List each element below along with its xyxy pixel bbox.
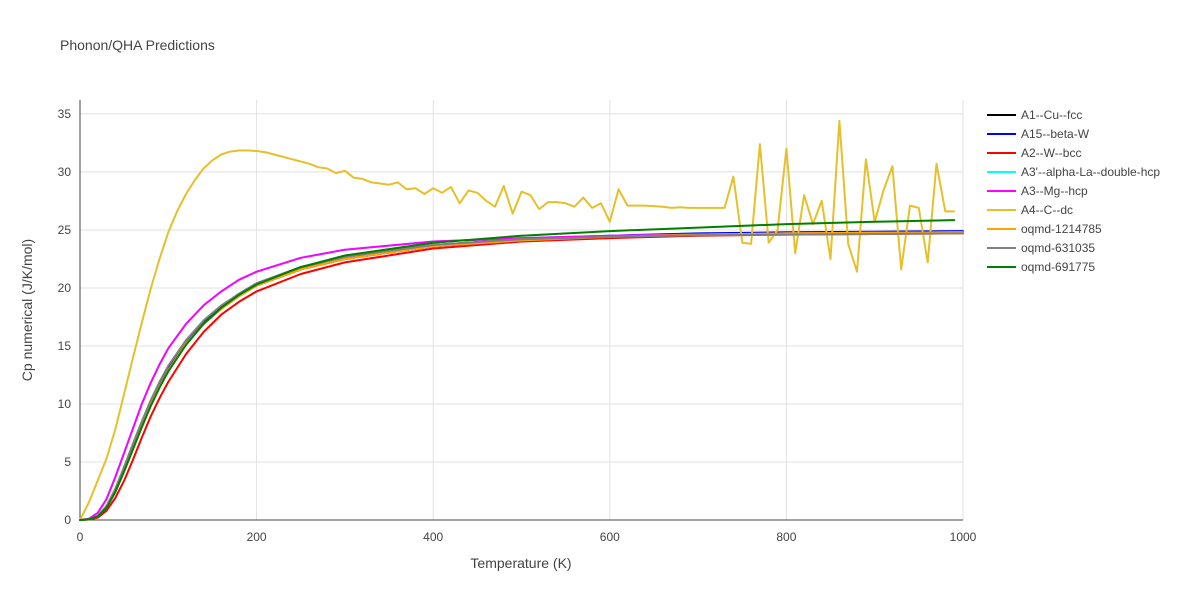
x-tick-label: 800 (776, 530, 796, 544)
y-tick-label: 35 (58, 107, 72, 121)
series-line-8 (79, 219, 956, 521)
y-tick-label: 0 (64, 513, 71, 527)
legend-label: oqmd-631035 (1021, 241, 1095, 255)
x-tick-label: 600 (600, 530, 620, 544)
legend-label: A15--beta-W (1021, 127, 1090, 141)
legend-label: A4--C--dc (1021, 203, 1073, 217)
legend-item[interactable]: A2--W--bcc (987, 146, 1081, 160)
y-axis-title: Cp numerical (J/K/mol) (19, 239, 35, 381)
legend-label: oqmd-691775 (1021, 260, 1095, 274)
series-lines (79, 119, 964, 521)
x-tick-label: 400 (423, 530, 443, 544)
y-tick-label: 5 (64, 455, 71, 469)
legend-item[interactable]: A3'--alpha-La--double-hcp (987, 165, 1160, 179)
legend-label: A2--W--bcc (1021, 146, 1081, 160)
x-axis-title: Temperature (K) (470, 555, 571, 571)
y-tick-label: 20 (58, 281, 72, 295)
legend[interactable]: A1--Cu--fcc A15--beta-W A2--W--bcc A3'--alp… (987, 108, 1160, 274)
legend-item[interactable]: oqmd-631035 (987, 241, 1095, 255)
legend-item[interactable]: A1--Cu--fcc (987, 108, 1082, 122)
y-tick-label: 10 (58, 397, 72, 411)
y-tick-label: 25 (58, 223, 72, 237)
series-line-7 (79, 232, 964, 521)
legend-label: A3'--alpha-La--double-hcp (1021, 165, 1160, 179)
y-tick-label: 15 (58, 339, 72, 353)
series-line-2 (79, 232, 964, 521)
x-tick-label: 0 (77, 530, 84, 544)
y-tick-label: 30 (58, 165, 72, 179)
axes: 0 5 10 15 20 25 30 35 0 200 400 600 800 1000 (58, 100, 977, 544)
legend-item[interactable]: A3--Mg--hcp (987, 184, 1088, 198)
legend-item[interactable]: A4--C--dc (987, 203, 1073, 217)
legend-item[interactable]: oqmd-691775 (987, 260, 1095, 274)
chart-title: Phonon/QHA Predictions (60, 37, 215, 53)
x-tick-label: 1000 (950, 530, 977, 544)
legend-label: A1--Cu--fcc (1021, 108, 1082, 122)
x-tick-label: 200 (247, 530, 267, 544)
legend-label: oqmd-1214785 (1021, 222, 1102, 236)
legend-label: A3--Mg--hcp (1021, 184, 1088, 198)
legend-item[interactable]: A15--beta-W (987, 127, 1090, 141)
legend-item[interactable]: oqmd-1214785 (987, 222, 1102, 236)
series-line-4 (79, 231, 964, 521)
